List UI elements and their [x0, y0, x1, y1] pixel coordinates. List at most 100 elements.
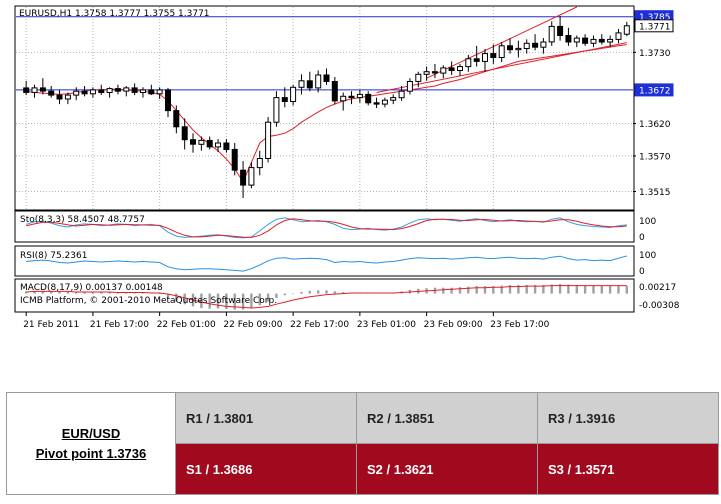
x-tick-label: 21 Feb 17:00: [90, 320, 149, 330]
candle-body: [431, 71, 438, 74]
macd-histogram-bar: [558, 284, 562, 294]
candle: [365, 91, 372, 106]
macd-histogram-bar: [458, 287, 462, 294]
stochastic-label: Sto(8,3,3) 58.4507 48.7757: [20, 215, 145, 225]
candle: [532, 34, 539, 51]
candle-body: [465, 58, 472, 68]
candle-body: [373, 102, 380, 105]
candle-body: [565, 35, 572, 43]
candle: [256, 150, 263, 176]
macd-histogram-bar: [33, 290, 36, 294]
rsi-line: [26, 255, 627, 272]
chart-title: EURUSD,H1 1.3758 1.3777 1.3755 1.3771: [19, 9, 210, 19]
macd-histogram-bar: [25, 291, 28, 294]
candle: [557, 16, 564, 41]
candle: [298, 74, 305, 95]
candle-body: [98, 89, 105, 94]
price-tag: [634, 19, 674, 33]
macd-histogram-bar: [291, 293, 295, 295]
macd-histogram-bar: [166, 293, 170, 298]
candle-body: [256, 158, 263, 169]
y-tick-label: 1.3570: [639, 152, 671, 162]
candle-body: [406, 81, 413, 92]
candle-body: [473, 58, 480, 62]
candle: [348, 91, 355, 105]
support-s3: S3 / 1.3571: [537, 443, 719, 495]
candle-body: [415, 73, 422, 82]
candle-body: [498, 45, 505, 58]
candle: [173, 105, 180, 134]
candle-body: [490, 53, 497, 58]
macd-histogram-bar: [283, 293, 286, 296]
candle-body: [206, 139, 213, 148]
macd-histogram-bar: [208, 293, 211, 309]
macd-histogram-bar: [50, 291, 53, 294]
macd-histogram-bar: [41, 290, 45, 294]
candle: [190, 133, 196, 153]
macd-histogram-bar: [517, 285, 520, 294]
candle: [356, 89, 363, 103]
candle-body: [557, 25, 564, 36]
macd-histogram-bar: [108, 292, 111, 294]
candle-body: [215, 142, 221, 148]
macd-histogram-bar: [542, 285, 545, 294]
candle-body: [106, 88, 113, 93]
rsi-label: RSI(8) 75.2361: [20, 251, 87, 261]
macd-histogram-bar: [258, 293, 261, 306]
candle-body: [381, 99, 388, 105]
candle: [248, 162, 255, 189]
watermark-text: ICMB Platform, © 2001-2010 MetaQuotes So…: [20, 296, 277, 306]
candle-body: [482, 53, 488, 62]
y-tick-label: 1.3730: [639, 49, 671, 59]
macd-histogram-bar: [617, 286, 620, 294]
candle: [415, 71, 422, 88]
macd-histogram-bar: [483, 286, 487, 294]
candle: [48, 85, 55, 98]
rsi-tick-bottom: 0: [639, 267, 645, 277]
price-tag-label: 1.3672: [639, 86, 671, 96]
candle-body: [348, 95, 355, 99]
candle-body: [231, 148, 238, 171]
candle: [340, 92, 347, 111]
candle-body: [331, 81, 338, 102]
macd-histogram-bar: [567, 284, 570, 294]
resistance-r2: R2 / 1.3851: [356, 392, 538, 444]
candle: [398, 85, 405, 101]
macd-histogram-bar: [175, 293, 178, 302]
candle: [482, 49, 488, 72]
price-tag: [634, 83, 674, 97]
price-tag-label: 1.3771: [639, 22, 671, 32]
candle-body: [515, 47, 522, 51]
candle-body: [223, 142, 230, 150]
pivot-summary-cell: EUR/USD Pivot point 1.3736: [6, 392, 176, 495]
candle-body: [31, 87, 38, 93]
candle-body: [56, 94, 63, 100]
macd-histogram-bar: [450, 287, 453, 294]
macd-histogram-bar: [625, 286, 628, 294]
resistance-r3: R3 / 1.3916: [537, 392, 719, 444]
candle-body: [89, 89, 96, 95]
macd-histogram-bar: [308, 290, 311, 294]
candle: [64, 92, 71, 105]
candle-body: [265, 121, 272, 159]
candle: [165, 87, 171, 118]
candle-body: [148, 89, 155, 95]
macd-histogram-bar: [492, 286, 495, 294]
macd-histogram-bar: [216, 293, 220, 309]
candle: [56, 89, 63, 105]
candle-body: [623, 25, 630, 35]
candle: [206, 136, 213, 150]
candle-body: [523, 42, 530, 49]
candle: [114, 84, 121, 95]
candle: [607, 35, 614, 48]
candle: [615, 29, 622, 44]
candle-body: [156, 89, 163, 95]
stochastic-tick-top: 100: [639, 217, 656, 227]
candle-body: [140, 89, 146, 94]
candle-body: [23, 87, 30, 93]
candle: [81, 85, 88, 97]
candle: [590, 35, 597, 48]
candle-body: [123, 87, 130, 92]
candle-body: [356, 93, 363, 99]
price-tag-label: 1.3785: [639, 13, 671, 23]
